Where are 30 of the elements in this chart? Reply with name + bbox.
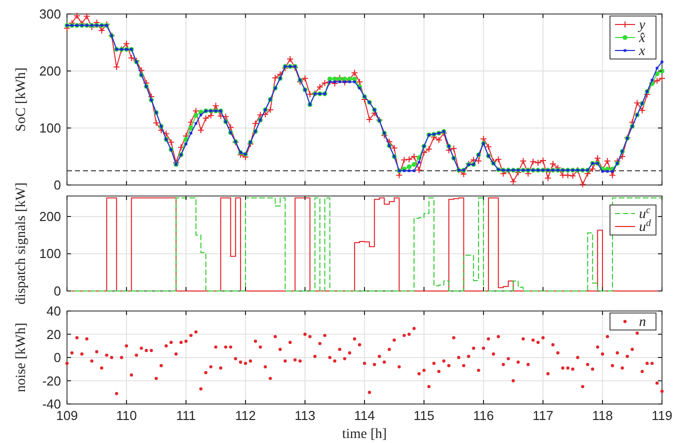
- x-tick-label: 111: [176, 408, 196, 423]
- x-tick-label: 117: [532, 408, 554, 423]
- y-tick-label: 300: [39, 6, 61, 22]
- y-axis-title: SoC [kWh]: [14, 67, 29, 132]
- y-tick-label: 100: [39, 120, 61, 136]
- y-tick-label: 200: [39, 64, 61, 78]
- x-axis-title: time [h]: [342, 427, 387, 442]
- y-axis-title: dispatch signals [kW]: [14, 182, 29, 305]
- y-tick-label: 20: [46, 326, 61, 342]
- x-tick-label: 112: [235, 408, 256, 423]
- x-tick-label: 110: [116, 408, 137, 423]
- y-tick-label: 0: [54, 350, 61, 365]
- y-tick-label: 0: [54, 284, 61, 298]
- y-tick-label: 200: [39, 208, 61, 224]
- legend-label: y: [637, 18, 646, 33]
- x-tick-label: 118: [592, 408, 613, 423]
- x-tick-label: 119: [652, 408, 672, 423]
- x-tick-label: 116: [473, 408, 494, 423]
- legend-label: x̂: [638, 31, 646, 46]
- y-tick-label: 40: [46, 304, 61, 318]
- x-tick-label: 113: [294, 408, 316, 423]
- y-tick-label: -20: [42, 373, 61, 388]
- y-tick-label: 0: [54, 178, 61, 192]
- x-tick-label: 114: [354, 408, 375, 423]
- legend-label: n: [639, 315, 646, 330]
- x-tick-label: 115: [414, 408, 434, 423]
- legend-label: u$^{d}$: [639, 218, 651, 235]
- y-tick-label: 100: [39, 246, 61, 262]
- legend-label: x: [638, 44, 646, 59]
- y-axis-title: noise [kWh]: [14, 322, 29, 392]
